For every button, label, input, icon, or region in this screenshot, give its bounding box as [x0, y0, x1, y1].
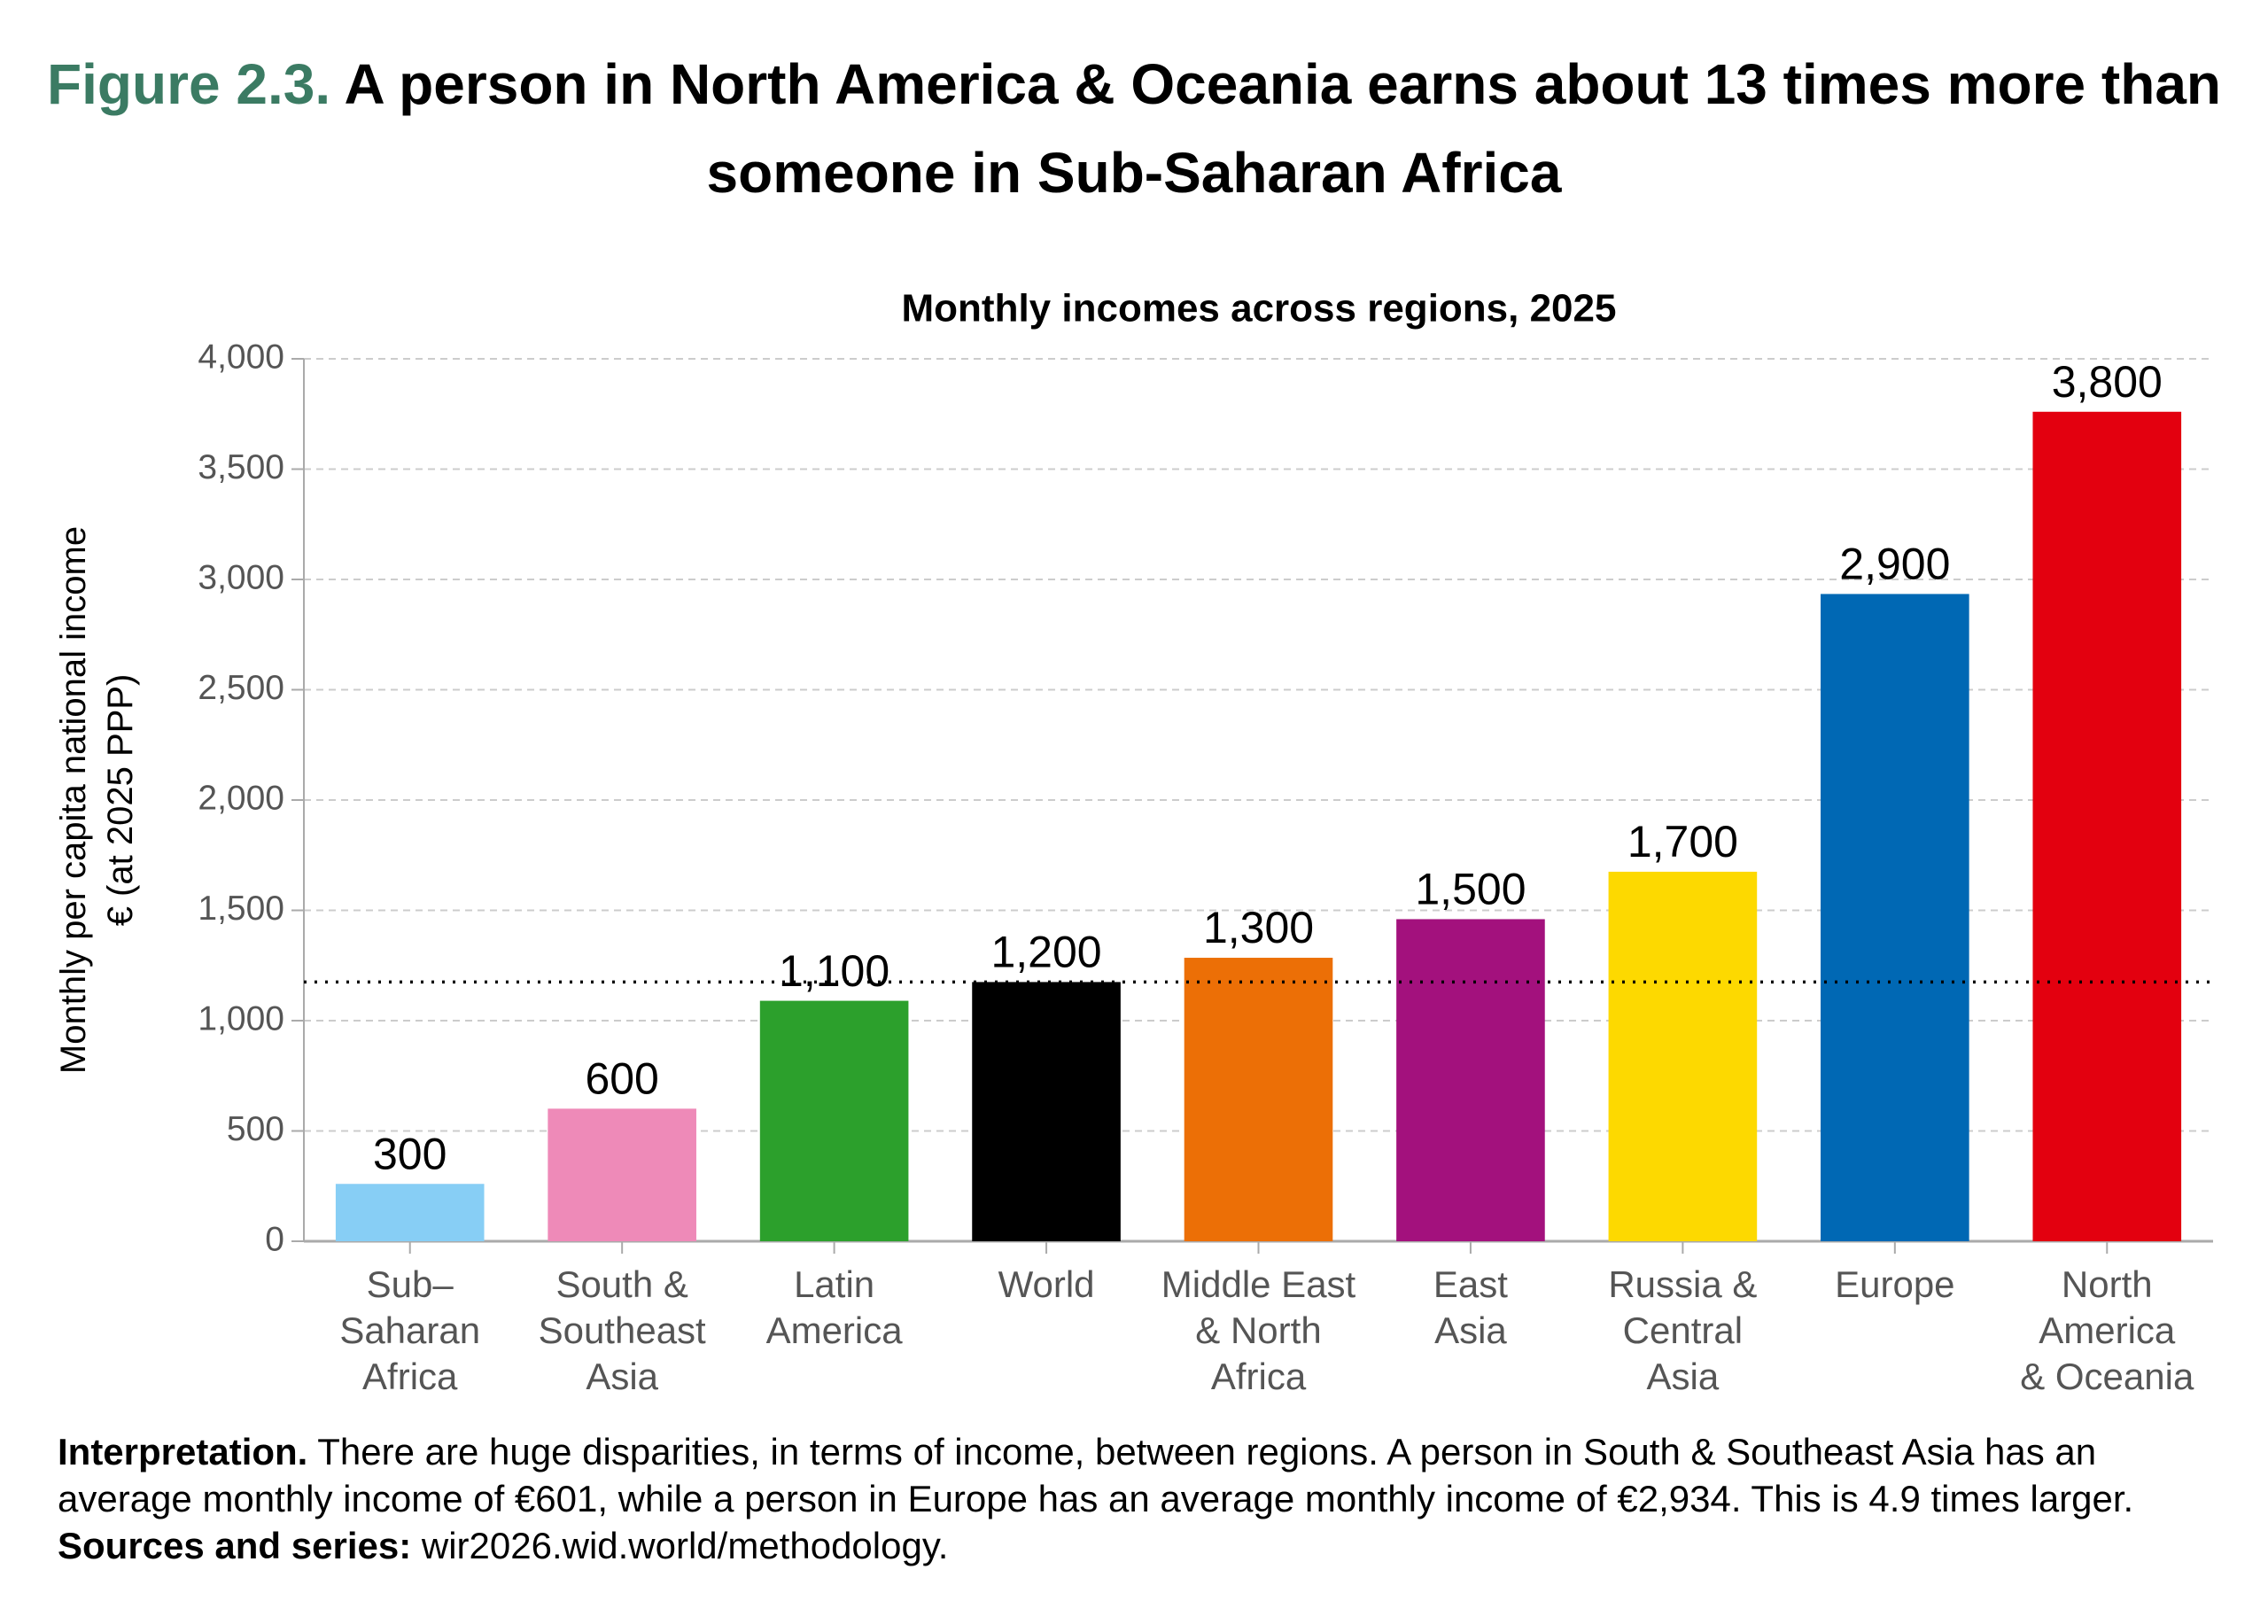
x-tick-label-line: Saharan — [339, 1309, 480, 1351]
figure-title: A person in North America & Oceania earn… — [344, 52, 2222, 205]
x-tick-label: East Asia — [1433, 1263, 1508, 1351]
y-axis-label: Monthly per capita national income € (at … — [54, 526, 140, 1074]
y-axis-label-line: Monthly per capita national income — [54, 526, 93, 1074]
x-tick-label-line: South & — [555, 1263, 687, 1305]
bar — [1396, 919, 1545, 1241]
figure-label: Figure 2.3. — [47, 52, 331, 116]
y-tick-label: 2,000 — [198, 779, 284, 817]
bar — [1608, 871, 1758, 1241]
x-tick-label-line: Africa — [362, 1356, 458, 1397]
y-tick-label: 500 — [227, 1110, 284, 1148]
x-tick-label-line: Middle East — [1161, 1263, 1356, 1305]
x-tick-label-line: Central — [1623, 1309, 1743, 1351]
x-tick-label-line: Latin — [794, 1263, 874, 1305]
y-tick-label: 0 — [265, 1220, 284, 1258]
footnote-label: Interpretation. — [58, 1431, 308, 1472]
value-label: 1,700 — [1627, 817, 1738, 866]
y-tick-label: 4,000 — [198, 338, 284, 376]
bar — [335, 1184, 485, 1241]
x-tick-label: North America & Oceania — [2020, 1263, 2194, 1397]
chart: Monthly incomes across regions, 2025 0 50… — [54, 287, 2213, 1397]
footnote: Interpretation. There are huge dispariti… — [58, 1428, 2210, 1569]
x-tick-label: World — [998, 1263, 1095, 1305]
x-tick-label-line: & North — [1195, 1309, 1321, 1351]
x-tick-label-line: Europe — [1835, 1263, 1954, 1305]
x-tick-label-line: North — [2062, 1263, 2153, 1305]
x-tick-label-line: & Oceania — [2020, 1356, 2194, 1397]
value-label: 3,800 — [2052, 357, 2163, 407]
footnote-text: wir2026.wid.world/methodology. — [421, 1525, 949, 1566]
x-tick-label-line: East — [1433, 1263, 1508, 1305]
value-label: 1,100 — [779, 946, 889, 996]
x-tick-label-line: Asia — [586, 1356, 658, 1397]
x-tick-label: Europe — [1835, 1263, 1954, 1305]
y-tick-label: 1,500 — [198, 890, 284, 928]
x-tick-label-line: Sub– — [367, 1263, 454, 1305]
y-tick-label: 1,000 — [198, 999, 284, 1037]
x-tick-label-line: Southeast — [539, 1309, 706, 1351]
x-tick-label: Latin America — [766, 1263, 904, 1351]
bar — [2032, 411, 2182, 1241]
value-label: 300 — [373, 1129, 447, 1178]
value-label: 1,200 — [990, 928, 1101, 977]
x-tick-label-line: World — [998, 1263, 1095, 1305]
bar — [972, 982, 1121, 1241]
value-label: 1,300 — [1203, 903, 1314, 952]
chart-title: Monthly incomes across regions, 2025 — [902, 287, 1617, 330]
value-label: 1,500 — [1415, 865, 1526, 914]
y-axis-label-line: € (at 2025 PPP) — [101, 674, 140, 927]
footnote-text: There are huge disparities, in terms of … — [58, 1431, 2134, 1519]
value-label: 2,900 — [1839, 540, 1950, 589]
x-tick-label: Middle East & North Africa — [1161, 1263, 1356, 1397]
x-tick-label: South & Southeast Asia — [539, 1263, 706, 1397]
x-tick-label-line: America — [2039, 1309, 2176, 1351]
header: Figure 2.3. A person in North America & … — [35, 40, 2233, 217]
bar — [1184, 958, 1333, 1241]
bar — [548, 1108, 696, 1241]
y-tick-label: 3,000 — [198, 558, 284, 596]
bar — [759, 1000, 909, 1241]
x-tick-label-line: Africa — [1211, 1356, 1307, 1397]
x-tick-label-line: Russia & — [1608, 1263, 1757, 1305]
x-tick-label-line: Asia — [1434, 1309, 1507, 1351]
y-tick-label: 3,500 — [198, 448, 284, 486]
x-tick-label-line: America — [766, 1309, 904, 1351]
bar — [1821, 594, 1969, 1241]
x-tick-label: Sub– Saharan Africa — [339, 1263, 480, 1397]
value-label: 600 — [585, 1054, 658, 1104]
y-tick-label: 2,500 — [198, 669, 284, 707]
footnote-label: Sources and series: — [58, 1525, 412, 1566]
x-tick-label-line: Asia — [1647, 1356, 1720, 1397]
x-tick-label: Russia & Central Asia — [1608, 1263, 1757, 1397]
